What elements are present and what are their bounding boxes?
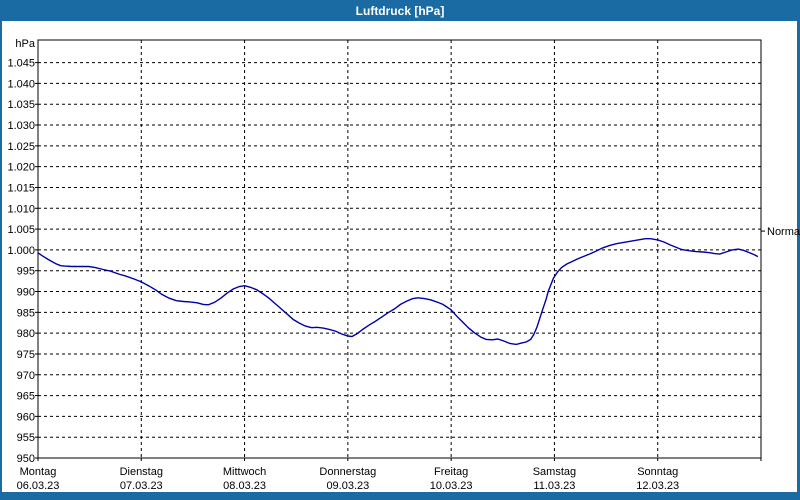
y-tick-label: 1.005 [7,224,35,236]
day-name-label: Donnerstag [319,466,376,478]
day-name-label: Mittwoch [223,466,266,478]
day-date-label: 08.03.23 [223,480,266,492]
y-tick-label: 950 [17,453,35,465]
y-axis-labels: 1.045 1.040 1.035 1.030 1.025 1.020 1.015 1.010… [7,58,35,465]
y-tick-label: 1.000 [7,245,35,257]
y-tick-label: 1.045 [7,58,35,70]
y-tick-label: 980 [17,328,35,340]
window-title: Luftdruck [hPa] [355,3,445,18]
y-tick-label: 990 [17,287,35,299]
day-name-label: Samstag [533,466,576,478]
y-tick-label: 1.025 [7,141,35,153]
day-date-label: 10.03.23 [430,480,473,492]
day-date-label: 07.03.23 [120,480,163,492]
y-tick-label: 1.010 [7,203,35,215]
y-tick-label: 1.020 [7,162,35,174]
y-tick-label: 1.030 [7,120,35,132]
y-tick-label: 975 [17,349,35,361]
day-name-label: Freitag [434,466,468,478]
y-tick-label: 960 [17,411,35,423]
normal-pressure-marker: Normal [761,226,800,238]
day-date-label: 09.03.23 [326,480,369,492]
vertical-gridlines [140,40,659,458]
day-name-label: Dienstag [120,466,163,478]
y-tick-label: 965 [17,391,35,403]
y-tick-label: 955 [17,432,35,444]
y-tick-label: 1.040 [7,78,35,90]
y-tick-label: 970 [17,370,35,382]
chart-area [2,21,797,492]
y-tick-label: 1.015 [7,182,35,194]
y-tick-label: 1.035 [7,99,35,111]
day-name-label: Montag [20,466,57,478]
plot-border [37,39,762,459]
y-tick-label: 995 [17,266,35,278]
x-axis-day-labels: Montag 06.03.23 Dienstag 07.03.23 Mittwoch 08… [17,466,680,492]
pressure-line-series [37,237,759,346]
day-date-label: 12.03.23 [636,480,679,492]
day-date-label: 06.03.23 [17,480,60,492]
y-axis-unit-label: hPa [15,38,35,50]
window-titlebar: Luftdruck [hPa] [0,0,800,21]
horizontal-gridlines [38,62,761,438]
normal-label: Normal [767,226,800,238]
y-tick-label: 985 [17,307,35,319]
day-name-label: Sonntag [637,466,678,478]
day-date-label: 11.03.23 [533,480,575,492]
